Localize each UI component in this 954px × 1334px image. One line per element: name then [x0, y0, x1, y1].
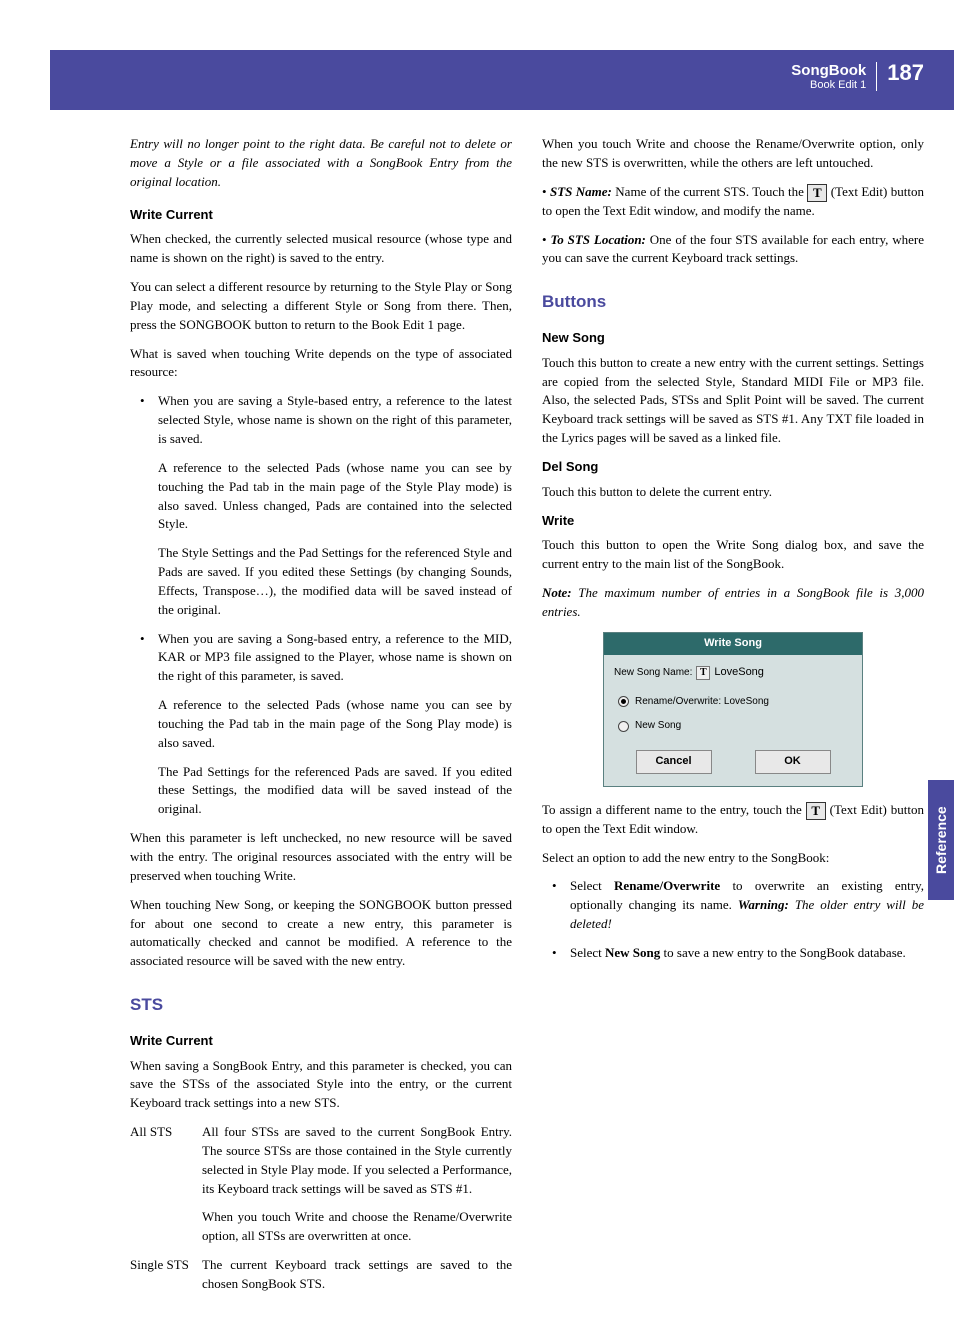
text-edit-icon[interactable]: T — [807, 184, 827, 202]
body-text: When touching New Song, or keeping the S… — [130, 896, 512, 971]
body-text: Touch this button to open the Write Song… — [542, 536, 924, 574]
list-item: Select New Song to save a new entry to t… — [542, 944, 924, 963]
song-name-input[interactable]: LoveSong — [714, 665, 764, 681]
heading-del-song: Del Song — [542, 458, 924, 477]
ok-button[interactable]: OK — [755, 750, 831, 774]
right-column: When you touch Write and choose the Rena… — [542, 135, 924, 1304]
body-text: Select an option to add the new entry to… — [542, 849, 924, 868]
text-edit-icon[interactable]: T — [696, 666, 710, 680]
heading-new-song: New Song — [542, 329, 924, 348]
left-column: Entry will no longer point to the right … — [130, 135, 512, 1304]
body-text: Touch this button to delete the current … — [542, 483, 924, 502]
page-header: SongBook Book Edit 1 187 — [50, 50, 954, 110]
cancel-button[interactable]: Cancel — [636, 750, 712, 774]
section-tab-reference: Reference — [928, 780, 954, 900]
radio-rename-overwrite[interactable]: Rename/Overwrite: LoveSong — [614, 695, 852, 710]
dialog-title: Write Song — [604, 633, 862, 655]
definition-term: Single STS — [130, 1256, 202, 1294]
body-text: You can select a different resource by r… — [130, 278, 512, 335]
page-number: 187 — [877, 62, 924, 84]
body-text: What is saved when touching Write depend… — [130, 345, 512, 383]
definition-all-sts: All STS All four STSs are saved to the c… — [130, 1123, 512, 1246]
intro-text: Entry will no longer point to the right … — [130, 135, 512, 192]
heading-write: Write — [542, 512, 924, 531]
body-text: When checked, the currently selected mus… — [130, 230, 512, 268]
bullet-sts-name: • STS Name: Name of the current STS. Tou… — [542, 183, 924, 221]
dialog-field-label: New Song Name: — [614, 666, 692, 681]
bullet-to-sts-location: • To STS Location: One of the four STS a… — [542, 231, 924, 269]
definition-term: All STS — [130, 1123, 202, 1246]
body-text: Touch this button to create a new entry … — [542, 354, 924, 448]
radio-icon — [618, 696, 629, 707]
heading-write-current: Write Current — [130, 206, 512, 225]
note-text: Note: The maximum number of entries in a… — [542, 584, 924, 622]
body-text: When this parameter is left unchecked, n… — [130, 829, 512, 886]
body-text: When saving a SongBook Entry, and this p… — [130, 1057, 512, 1114]
text-edit-icon[interactable]: T — [806, 802, 826, 820]
section-heading-buttons: Buttons — [542, 290, 924, 315]
header-title: SongBook — [791, 62, 866, 79]
list-item: Select Rename/Overwrite to overwrite an … — [542, 877, 924, 934]
heading-write-current-sts: Write Current — [130, 1032, 512, 1051]
radio-icon — [618, 721, 629, 732]
write-song-dialog: Write Song New Song Name: T LoveSong Ren… — [603, 632, 863, 787]
body-text: To assign a different name to the entry,… — [542, 801, 924, 839]
body-text: When you touch Write and choose the Rena… — [542, 135, 924, 173]
radio-new-song[interactable]: New Song — [614, 719, 852, 734]
list-item: When you are saving a Style-based entry,… — [130, 392, 512, 619]
header-subtitle: Book Edit 1 — [791, 79, 866, 91]
list-item: When you are saving a Song-based entry, … — [130, 630, 512, 820]
definition-single-sts: Single STS The current Keyboard track se… — [130, 1256, 512, 1294]
section-heading-sts: STS — [130, 993, 512, 1018]
